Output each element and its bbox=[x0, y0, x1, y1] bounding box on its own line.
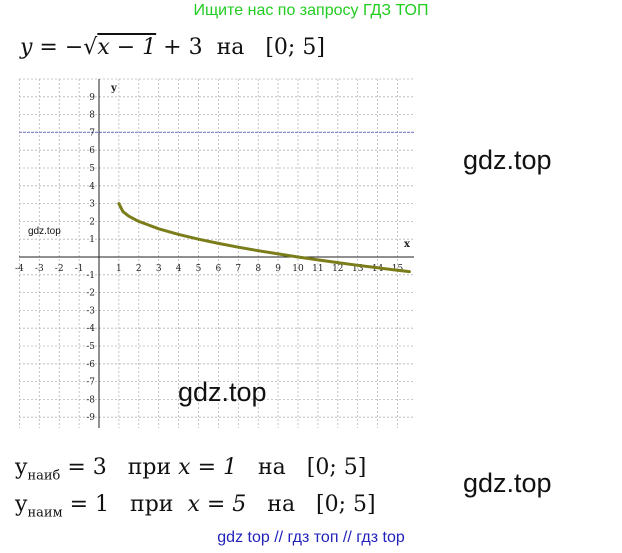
formula-rest: + 3 bbox=[156, 35, 203, 60]
series-layer bbox=[117, 202, 411, 274]
x-tick-label: 11 bbox=[312, 264, 323, 274]
x-tick-label: -1 bbox=[75, 264, 84, 274]
result-min-value: = 1 bbox=[62, 492, 110, 517]
axes: xy bbox=[19, 79, 414, 428]
result-max-value: = 3 bbox=[60, 455, 107, 480]
y-tick-label: -1 bbox=[86, 271, 95, 281]
y-tick-label: -5 bbox=[86, 342, 95, 352]
grid bbox=[18, 78, 414, 428]
result-max-xeq: x = 1 bbox=[178, 455, 237, 480]
formula-radicand: x − 1 bbox=[97, 35, 157, 60]
series-line-0 bbox=[117, 202, 411, 274]
formula-eq: = − bbox=[32, 35, 84, 60]
x-tick-label: 10 bbox=[292, 264, 304, 274]
y-tick-label: 9 bbox=[89, 93, 95, 103]
result-min-pri: при bbox=[130, 492, 174, 517]
function-formula: y = −√x − 1 + 3 на [0; 5] bbox=[20, 35, 325, 60]
result-min-xeq: x = 5 bbox=[187, 492, 247, 517]
result-max-interval: [0; 5] bbox=[306, 455, 367, 480]
result-min: yнаим = 1 при x = 5 на [0; 5] bbox=[15, 492, 376, 520]
x-tick-label: 5 bbox=[196, 264, 202, 274]
y-axis-label: y bbox=[110, 83, 118, 94]
y-tick-label: -6 bbox=[86, 360, 95, 370]
x-tick-label: -3 bbox=[35, 264, 44, 274]
formula-interval: [0; 5] bbox=[265, 35, 325, 60]
x-tick-label: 3 bbox=[156, 264, 162, 274]
y-tick-label: 2 bbox=[89, 217, 95, 227]
result-min-y: y bbox=[15, 492, 28, 517]
x-tick-label: 8 bbox=[255, 264, 261, 274]
y-tick-label: 7 bbox=[89, 128, 95, 138]
y-tick-label: -3 bbox=[86, 306, 95, 316]
watermark-small: gdz.top bbox=[28, 226, 61, 237]
result-max-sub: наиб bbox=[27, 468, 61, 484]
result-min-interval: [0; 5] bbox=[316, 492, 376, 517]
y-tick-label: 6 bbox=[89, 146, 95, 156]
result-min-na: на bbox=[267, 492, 296, 517]
formula-lhs: y bbox=[20, 35, 33, 60]
y-tick-label: 8 bbox=[89, 111, 95, 121]
y-tick-label: 4 bbox=[89, 182, 95, 192]
result-max-na: на bbox=[257, 455, 286, 480]
watermark: gdz.top bbox=[178, 377, 267, 407]
top-banner: Ищите нас по запросу ГДЗ ТОП bbox=[193, 2, 429, 19]
y-tick-label: -8 bbox=[86, 395, 95, 405]
result-max: yнаиб = 3 при x = 1 на [0; 5] bbox=[15, 455, 366, 483]
x-tick-label: 12 bbox=[332, 264, 343, 274]
x-tick-label: 13 bbox=[352, 264, 364, 274]
tick-labels: -4 -3 -2 -1 1 2 3 4 5 6 7 8 9 10 11 12 13 14 15987654321-1… bbox=[15, 93, 403, 423]
y-tick-label: -9 bbox=[86, 413, 95, 423]
x-tick-label: 6 bbox=[216, 264, 222, 274]
sqrt-symbol: √ bbox=[83, 35, 98, 60]
y-tick-label: 1 bbox=[89, 235, 95, 245]
watermark: gdz.top bbox=[463, 145, 552, 175]
x-tick-label: 2 bbox=[136, 264, 142, 274]
result-max-y: y bbox=[15, 455, 28, 480]
x-tick-label: 1 bbox=[116, 264, 122, 274]
y-tick-label: 5 bbox=[89, 164, 95, 174]
x-tick-label: 9 bbox=[275, 264, 281, 274]
y-tick-label: -4 bbox=[86, 324, 95, 334]
y-tick-label: 3 bbox=[89, 200, 95, 210]
bottom-banner: gdz top // гдз топ // гдз top bbox=[217, 529, 405, 546]
x-tick-label: 7 bbox=[235, 264, 241, 274]
x-tick-label: 4 bbox=[176, 264, 182, 274]
x-tick-label: -2 bbox=[55, 264, 64, 274]
y-tick-label: -2 bbox=[86, 289, 95, 299]
result-min-sub: наим bbox=[27, 505, 63, 521]
x-tick-label: -4 bbox=[15, 264, 24, 274]
watermark: gdz.top bbox=[463, 468, 552, 498]
x-axis-label: x bbox=[404, 239, 411, 250]
result-max-pri: при bbox=[127, 455, 172, 480]
formula-word: на bbox=[216, 35, 245, 60]
y-tick-label: -7 bbox=[86, 378, 95, 388]
